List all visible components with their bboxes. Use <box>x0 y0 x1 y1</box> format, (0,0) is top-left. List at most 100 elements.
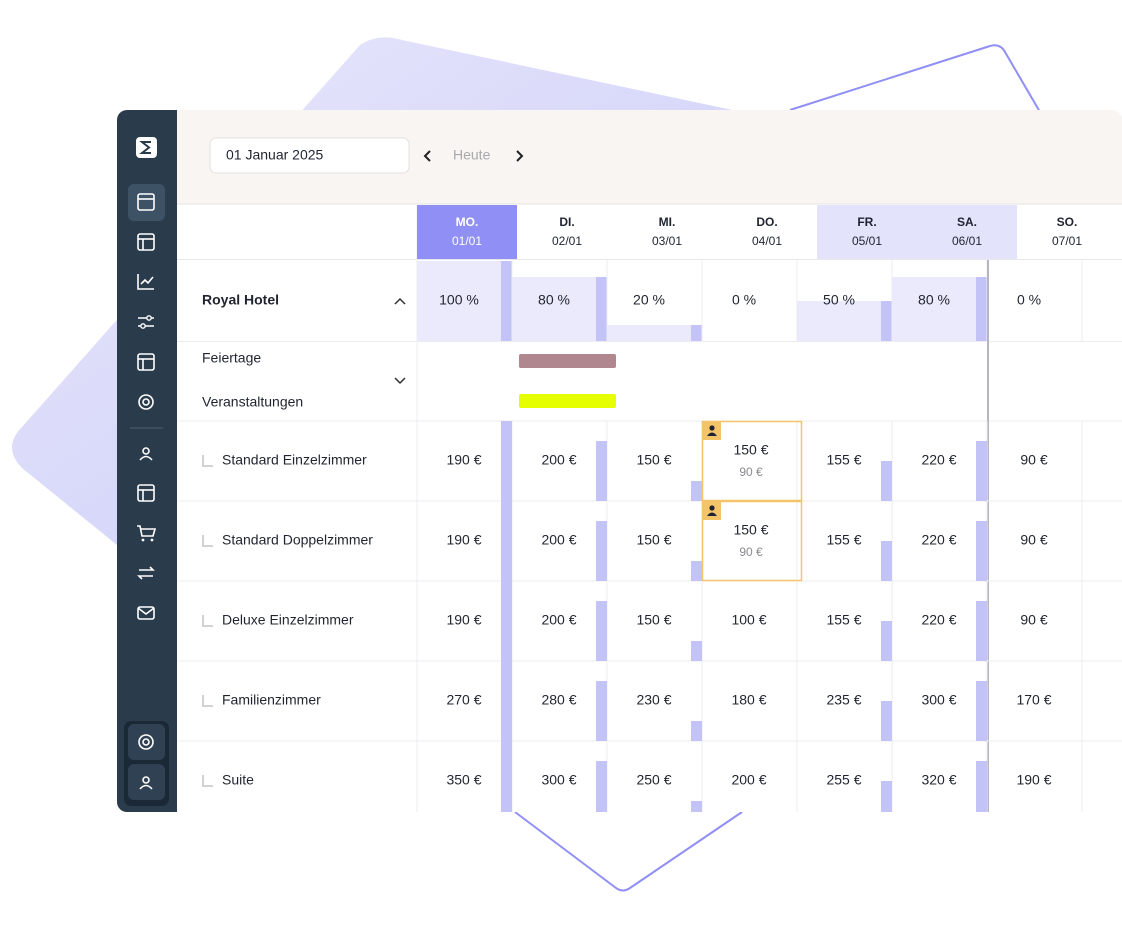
occupancy: 0 % <box>732 292 756 308</box>
nav-icon[interactable] <box>137 566 155 580</box>
price[interactable]: 150 € <box>636 612 671 628</box>
collapse-button[interactable] <box>394 297 406 305</box>
price[interactable]: 255 € <box>826 772 861 788</box>
availability-bar <box>976 521 987 581</box>
weekday[interactable]: MI. <box>659 215 676 229</box>
price[interactable]: 235 € <box>826 692 861 708</box>
nav-glyph <box>146 315 152 321</box>
price[interactable]: 150 € <box>636 532 671 548</box>
price[interactable]: 200 € <box>731 772 766 788</box>
price[interactable]: 155 € <box>826 612 861 628</box>
price[interactable]: 250 € <box>636 772 671 788</box>
availability-bar <box>691 641 702 661</box>
availability-bar <box>501 741 512 812</box>
day-header-bg <box>817 205 917 259</box>
date-input[interactable] <box>209 137 410 174</box>
weekday[interactable]: DI. <box>559 215 574 229</box>
price[interactable]: 350 € <box>446 772 481 788</box>
nav-icon[interactable] <box>137 484 155 502</box>
guest-icon <box>707 512 717 516</box>
price[interactable]: 220 € <box>921 452 956 468</box>
price[interactable]: 90 € <box>1020 452 1047 468</box>
day-date[interactable]: 02/01 <box>552 234 582 248</box>
nav-icon[interactable] <box>139 447 153 461</box>
occupancy-bar <box>501 261 512 341</box>
prev-button[interactable] <box>423 150 431 162</box>
tree-marker <box>202 535 213 547</box>
price[interactable]: 90 € <box>1020 532 1047 548</box>
price[interactable]: 280 € <box>541 692 576 708</box>
next-button[interactable] <box>516 150 524 162</box>
availability-bar <box>976 441 987 501</box>
sidebar <box>117 110 177 812</box>
price[interactable]: 300 € <box>541 772 576 788</box>
decor-outline <box>789 44 1041 113</box>
event-bar <box>519 394 616 408</box>
weekday[interactable]: SA. <box>957 215 977 229</box>
room-name: Deluxe Einzelzimmer <box>222 612 354 628</box>
availability-bar <box>691 561 702 581</box>
day-date[interactable]: 06/01 <box>952 234 982 248</box>
price[interactable]: 200 € <box>541 532 576 548</box>
price[interactable]: 190 € <box>1016 772 1051 788</box>
availability-bar <box>976 761 987 812</box>
nav-icon[interactable] <box>138 315 154 329</box>
weekday[interactable]: DO. <box>756 215 777 229</box>
price[interactable]: 190 € <box>446 612 481 628</box>
day-date[interactable]: 01/01 <box>452 234 482 248</box>
price[interactable]: 200 € <box>541 452 576 468</box>
availability-bar <box>691 481 702 501</box>
price[interactable]: 180 € <box>731 692 766 708</box>
price[interactable]: 190 € <box>446 452 481 468</box>
price[interactable]: 320 € <box>921 772 956 788</box>
nav-glyph <box>137 484 155 502</box>
special-cell[interactable] <box>701 420 803 502</box>
price[interactable]: 270 € <box>446 692 481 708</box>
price[interactable]: 150 € <box>733 522 768 538</box>
price[interactable]: 170 € <box>1016 692 1051 708</box>
price[interactable]: 300 € <box>921 692 956 708</box>
day-date[interactable]: 07/01 <box>1052 234 1082 248</box>
weekday[interactable]: MO. <box>456 215 479 229</box>
nav-glyph <box>137 607 155 615</box>
day-date[interactable]: 05/01 <box>852 234 882 248</box>
price[interactable]: 200 € <box>541 612 576 628</box>
nav-glyph <box>150 538 154 542</box>
price[interactable]: 155 € <box>826 452 861 468</box>
price[interactable]: 155 € <box>826 532 861 548</box>
price[interactable]: 150 € <box>733 442 768 458</box>
availability-bar <box>881 701 892 741</box>
nav-icon[interactable] <box>137 525 157 542</box>
availability-bar <box>596 681 607 741</box>
nav-icon[interactable] <box>137 193 155 211</box>
nav-icon[interactable] <box>137 274 154 290</box>
availability-bar <box>881 781 892 812</box>
day-date[interactable]: 04/01 <box>752 234 782 248</box>
expand-button[interactable] <box>394 377 406 385</box>
active-nav <box>128 184 165 221</box>
special-cell[interactable] <box>701 500 803 582</box>
today-button[interactable]: Heute <box>453 147 491 163</box>
weekday[interactable]: FR. <box>857 215 876 229</box>
price[interactable]: 220 € <box>921 532 956 548</box>
price[interactable]: 220 € <box>921 612 956 628</box>
nav-icon[interactable] <box>137 233 155 251</box>
weekday[interactable]: SO. <box>1057 215 1078 229</box>
nav-glyph <box>142 738 150 746</box>
price[interactable]: 230 € <box>636 692 671 708</box>
price[interactable]: 150 € <box>636 452 671 468</box>
logo-mark <box>139 141 151 154</box>
price[interactable]: 100 € <box>731 612 766 628</box>
nav-icon[interactable] <box>138 734 154 750</box>
nav-icon[interactable] <box>137 606 155 620</box>
day-date[interactable]: 03/01 <box>652 234 682 248</box>
nav-icon[interactable] <box>137 353 155 371</box>
price[interactable]: 190 € <box>446 532 481 548</box>
nav-glyph <box>139 455 153 461</box>
availability-bar <box>596 601 607 661</box>
nav-icon[interactable] <box>138 394 154 410</box>
price[interactable]: 90 € <box>1020 612 1047 628</box>
nav-icon[interactable] <box>139 776 153 790</box>
availability-bar <box>596 521 607 581</box>
